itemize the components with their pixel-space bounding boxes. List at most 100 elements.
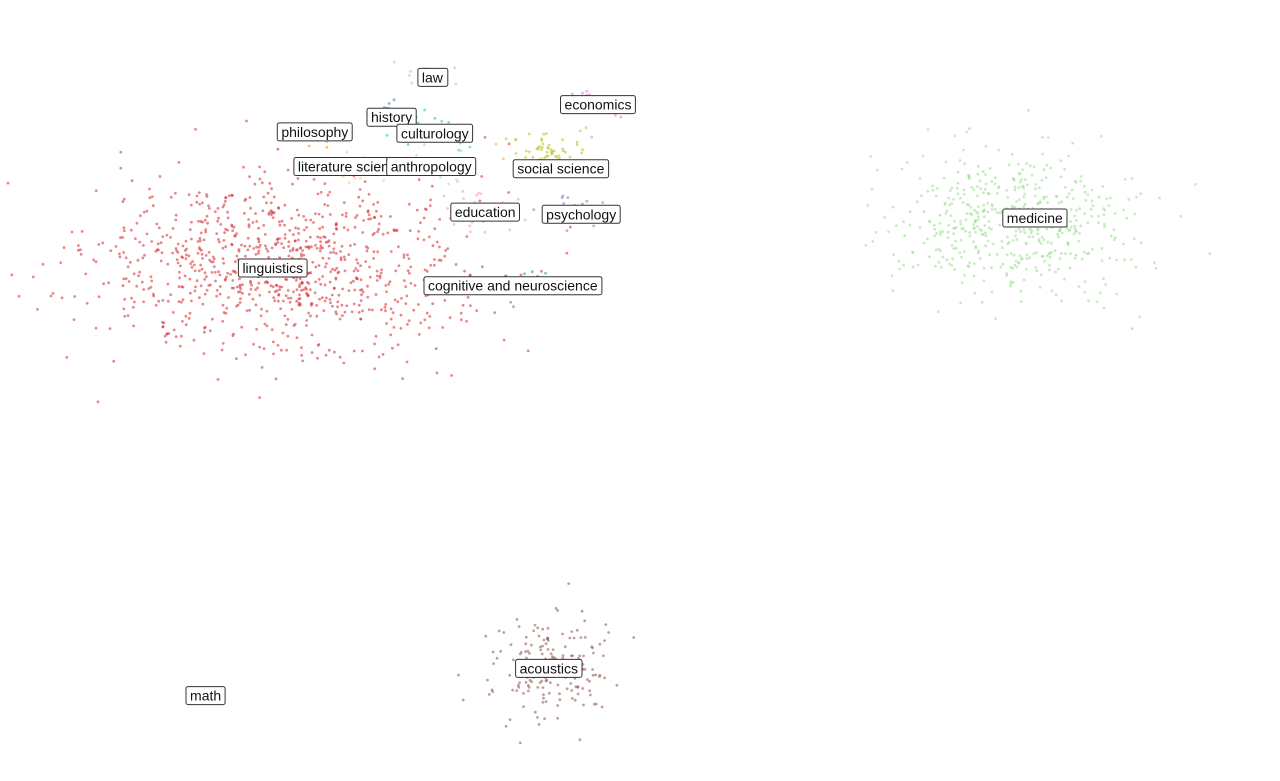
data-point [359,299,363,302]
data-point [935,194,938,198]
data-point [129,260,132,264]
data-point [540,269,543,273]
data-point [274,284,278,287]
data-point [355,258,358,262]
data-point [230,223,234,227]
data-point [1087,251,1091,255]
data-point [247,293,251,296]
data-point [218,240,221,244]
data-point [59,261,63,265]
data-point [1102,306,1106,310]
data-point [366,284,369,288]
data-point [121,236,124,239]
data-point [252,342,256,346]
data-point [295,336,299,340]
data-point [236,303,240,307]
data-point [544,700,548,703]
data-point [389,250,393,253]
data-point [1060,200,1064,204]
data-point [248,175,252,179]
data-point [891,289,895,293]
cluster-label-math: math [185,686,226,706]
data-point [187,193,191,197]
data-point [903,234,907,238]
data-point [1113,236,1117,240]
data-point [1011,176,1015,180]
data-point [983,224,987,227]
data-point [272,352,275,356]
data-point [292,290,295,294]
data-point [174,213,178,217]
data-point [187,317,191,320]
data-point [1020,258,1023,261]
data-point [933,234,937,238]
data-point [902,220,905,224]
data-point [257,249,261,253]
data-point [361,290,365,294]
data-point [198,202,202,206]
data-point [284,294,288,297]
data-point [402,256,406,259]
data-point [287,296,290,300]
data-point [397,264,401,268]
data-point [405,294,409,298]
data-point [234,260,237,263]
data-point [252,247,256,250]
data-point [247,223,251,227]
data-point [359,317,362,321]
data-point [203,325,207,329]
data-point [315,314,319,318]
data-point [392,98,396,102]
data-point [339,250,342,253]
data-point [444,249,447,252]
data-point [334,310,338,314]
data-point [333,350,336,354]
data-point [1153,261,1156,264]
data-point [1007,163,1011,167]
data-point [591,673,595,677]
data-point [241,291,244,295]
data-point [556,609,559,612]
data-point [221,205,225,209]
data-point [536,626,540,630]
data-point [352,302,356,306]
cluster-label-anthropology: anthropology [386,157,477,176]
data-point [1046,201,1049,205]
data-point [300,254,303,258]
data-point [949,189,952,193]
data-point [430,184,434,188]
data-point [321,246,324,250]
data-point [1040,255,1044,258]
data-point [1074,253,1078,257]
data-point [951,257,954,261]
data-point [201,257,204,260]
data-point [391,346,394,350]
data-point [583,636,587,639]
data-point [547,143,551,147]
data-point [952,247,956,251]
data-point [375,269,379,273]
data-point [384,303,388,306]
data-point [392,228,396,232]
data-point [149,285,153,289]
data-point [239,297,242,301]
data-point [468,224,472,228]
data-point [195,194,199,198]
data-point [447,120,451,124]
data-point [180,300,183,304]
data-point [265,324,269,328]
cluster-label-text: medicine [1007,210,1063,226]
data-point [150,240,154,243]
data-point [276,241,280,244]
data-point [928,219,932,223]
data-point [524,156,527,159]
cluster-label-text: linguistics [242,260,303,276]
data-point [995,253,999,256]
data-point [310,333,314,337]
data-point [307,144,311,148]
data-point [546,636,550,640]
data-point [240,243,243,247]
data-point [915,200,919,204]
data-point [318,297,321,301]
data-point [447,182,451,186]
